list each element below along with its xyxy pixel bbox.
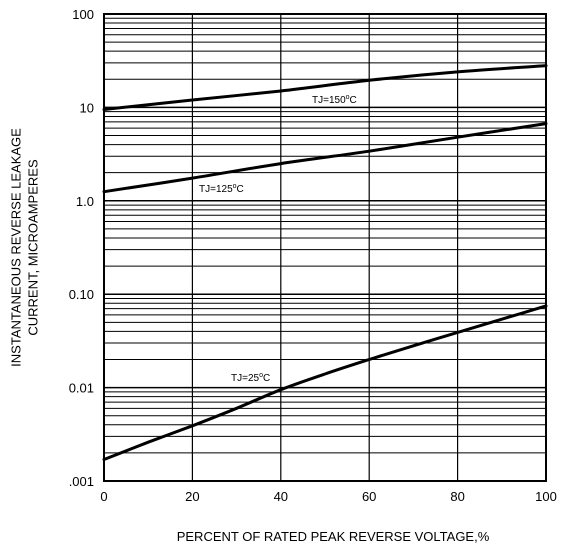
series-labels: TJ=150oC TJ=125oC TJ=25oC	[199, 94, 357, 384]
x-tick-labels: 0 20 40 60 80 100	[100, 489, 556, 504]
grid	[103, 14, 547, 482]
x-tick-label: 60	[362, 489, 376, 504]
y-tick-label: .001	[69, 474, 94, 489]
y-tick-label: 100	[72, 7, 94, 22]
y-tick-label: 10	[80, 100, 94, 115]
x-axis-label: PERCENT OF RATED PEAK REVERSE VOLTAGE,%	[177, 529, 490, 544]
series-line-tj25	[102, 304, 548, 461]
y-tick-labels: .001 0.01 0.10 1.0 10 100	[69, 7, 94, 489]
x-tick-label: 80	[450, 489, 464, 504]
y-tick-label: 0.01	[69, 381, 94, 396]
series-label-tj25: TJ=25oC	[231, 372, 270, 384]
x-tick-label: 40	[274, 489, 288, 504]
series-label-tj125: TJ=125oC	[199, 183, 244, 195]
x-tick-label: 0	[100, 489, 107, 504]
y-axis-label-line2: CURRENT, MICROAMPERES	[25, 159, 40, 336]
series-label-tj150: TJ=150oC	[312, 94, 357, 106]
series-line-tj150	[102, 64, 548, 111]
y-tick-label: 0.10	[69, 287, 94, 302]
x-tick-label: 20	[185, 489, 199, 504]
y-axis-label-line1: INSTANTANEOUS REVERSE LEAKAGE	[8, 128, 23, 367]
plot-frame	[103, 13, 547, 482]
y-tick-label: 1.0	[76, 194, 94, 209]
series-lines	[102, 64, 548, 461]
series-line-tj125	[102, 122, 548, 194]
x-tick-label: 100	[535, 489, 557, 504]
